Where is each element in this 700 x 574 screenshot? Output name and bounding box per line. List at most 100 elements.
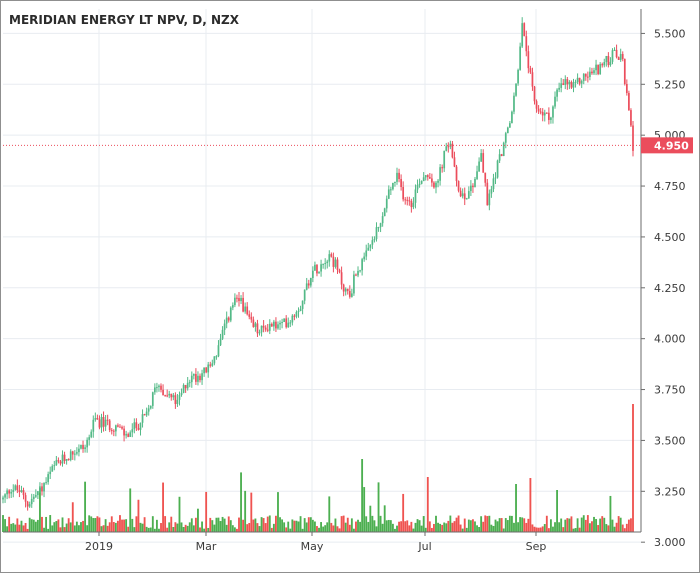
candle-body <box>262 325 265 328</box>
candle-body <box>379 223 382 228</box>
volume-bar <box>172 526 175 532</box>
volume-bar <box>63 527 66 532</box>
candle-body <box>576 77 579 82</box>
volume-bar <box>178 496 181 532</box>
candle-body <box>348 290 351 297</box>
volume-bar <box>170 516 173 532</box>
candle-body <box>125 434 127 436</box>
candle-body <box>550 117 552 120</box>
volume-bar <box>199 527 201 532</box>
candle-body <box>428 177 431 179</box>
volume-bar <box>451 522 454 532</box>
volume-bar <box>449 515 452 532</box>
candle-body <box>63 454 66 461</box>
volume-bar <box>625 523 628 532</box>
candle-body <box>199 375 201 381</box>
candle-body <box>556 89 558 97</box>
volume-bar <box>472 519 474 532</box>
candle-body <box>541 111 544 116</box>
candle-body <box>381 216 384 224</box>
candle-body <box>389 189 392 191</box>
candle-body <box>353 274 355 294</box>
candle-body <box>71 451 74 455</box>
volume-bar <box>49 515 52 532</box>
candle-body <box>76 452 78 454</box>
candle-body <box>279 322 281 325</box>
volume-bar <box>244 490 247 532</box>
price-axis[interactable]: 5.5005.2505.0004.7504.5004.2504.0003.750… <box>641 27 686 549</box>
candle-body <box>580 81 583 84</box>
price-tick-label: 3.500 <box>654 434 686 447</box>
volume-bar <box>537 527 540 532</box>
volume-bar <box>205 491 208 532</box>
candle-body <box>593 70 595 74</box>
candle-body <box>486 182 489 206</box>
volume-bar <box>387 519 390 532</box>
candle-body <box>554 96 556 107</box>
candle-body <box>305 283 308 290</box>
volume-bar <box>350 518 353 532</box>
candle-body <box>543 112 546 116</box>
candle-body <box>619 54 622 60</box>
time-axis[interactable]: 2019 Mar May Jul Sep <box>85 532 546 553</box>
candle-body <box>350 293 353 297</box>
volume-bar <box>328 496 331 532</box>
candle-body <box>158 385 160 388</box>
volume-bar <box>51 525 54 532</box>
volume-bar <box>334 518 337 532</box>
candle-body <box>121 426 123 429</box>
volume-bar <box>125 519 128 532</box>
volume-bar <box>578 527 581 532</box>
price-tick-label: 3.750 <box>654 384 686 397</box>
candle-body <box>586 76 589 78</box>
candle-body <box>406 199 409 201</box>
candle-body <box>137 427 140 430</box>
volume-bar <box>566 518 569 532</box>
candle-body <box>16 485 19 491</box>
volume-bar <box>114 522 117 532</box>
candle-body <box>65 459 68 461</box>
candle-body <box>18 490 21 493</box>
volume-bar <box>305 522 308 532</box>
candle-body <box>90 431 93 438</box>
volume-bar <box>617 516 620 532</box>
candle-body <box>480 153 483 162</box>
candle-body <box>375 227 378 240</box>
volume-bar <box>71 502 74 532</box>
candle-body <box>115 425 117 432</box>
candle-body <box>213 356 216 364</box>
candle-body <box>162 389 164 396</box>
candle-body <box>357 270 359 276</box>
candle-body <box>548 112 550 120</box>
last-price-label: 4.950 <box>654 139 689 152</box>
volume-bar <box>375 526 378 532</box>
volume-bar <box>279 517 281 532</box>
candle-body <box>110 430 113 432</box>
volume-bar <box>22 525 25 532</box>
volume-bar <box>78 525 80 532</box>
volume-bar <box>287 521 290 532</box>
candle-body <box>515 83 517 96</box>
candle-body <box>285 318 288 328</box>
volume-bar <box>607 525 610 532</box>
candle-body <box>461 193 464 197</box>
candle-body <box>287 322 290 328</box>
candle-body <box>135 422 138 428</box>
volume-bar <box>348 524 351 532</box>
volume-bar <box>619 517 622 532</box>
candle-body <box>451 143 454 158</box>
volume-bar <box>627 519 630 532</box>
volume-bar <box>554 522 556 532</box>
candle-body <box>625 83 628 94</box>
candle-body <box>584 73 587 77</box>
volume-bar <box>365 516 368 532</box>
volume-bar <box>340 516 343 532</box>
candle-body <box>156 387 158 389</box>
candles <box>2 17 634 511</box>
candle-body <box>412 202 415 208</box>
volume-bar <box>285 527 288 532</box>
candle-body <box>129 432 132 437</box>
candle-body <box>545 112 548 114</box>
volume-bar <box>104 519 107 532</box>
